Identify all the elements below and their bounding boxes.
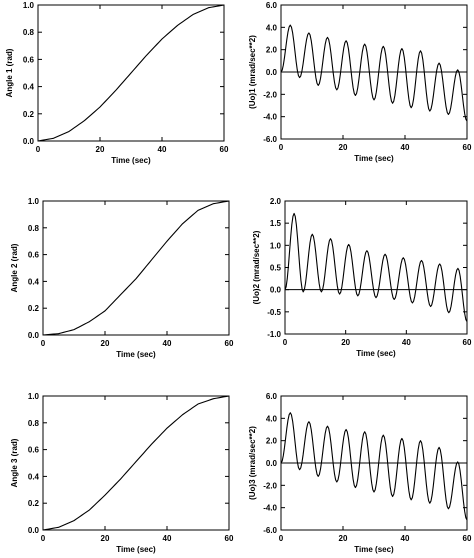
chart-5: 0.0 0.2 0.4 0.6 0.8 1.0 0 20 40 60 Time (sec) Angle… bbox=[10, 392, 234, 554]
plot-frame bbox=[37, 4, 225, 142]
x-tick-label: 40 bbox=[158, 145, 167, 154]
x-tick-label: 60 bbox=[463, 143, 472, 152]
plot-frame bbox=[42, 395, 230, 531]
x-tick-label: 40 bbox=[402, 338, 411, 347]
y-tick-label: 4.0 bbox=[266, 23, 278, 32]
y-tick-label: 0.2 bbox=[28, 499, 40, 508]
y-tick-label: 0.0 bbox=[23, 137, 35, 146]
y-tick-label: -0.5 bbox=[267, 308, 281, 317]
y-tick-label: 0.8 bbox=[28, 419, 40, 428]
x-tick-label: 60 bbox=[463, 534, 472, 543]
x-tick-label: 60 bbox=[220, 145, 229, 154]
y-tick-label: -2.0 bbox=[263, 481, 277, 490]
x-axis-label: Time (sec) bbox=[356, 349, 396, 358]
y-tick-label: 0.6 bbox=[23, 55, 35, 64]
x-tick-label: 20 bbox=[96, 145, 105, 154]
y-tick-label: 0.5 bbox=[270, 264, 282, 273]
y-tick-label: 0.6 bbox=[28, 251, 40, 260]
series-line bbox=[37, 4, 225, 142]
chart-4: -1.0 -0.5 0.0 0.5 1.0 1.5 2.0 0 20 40 60 Time (sec)… bbox=[252, 197, 472, 358]
y-tick-label: 1.0 bbox=[28, 197, 40, 206]
series-line bbox=[42, 200, 230, 336]
x-tick-label: 0 bbox=[41, 339, 46, 348]
x-tick-label: 0 bbox=[279, 534, 284, 543]
y-axis-label: (Uo)3 (mrad/sec**2) bbox=[248, 426, 257, 500]
y-tick-label: 0.4 bbox=[28, 277, 40, 286]
x-tick-label: 20 bbox=[339, 534, 348, 543]
y-tick-label: -1.0 bbox=[267, 330, 281, 339]
y-tick-label: 0.4 bbox=[23, 83, 35, 92]
y-tick-label: 0.0 bbox=[266, 68, 278, 77]
y-tick-label: -4.0 bbox=[263, 113, 277, 122]
chart-2: -6.0 -4.0 -2.0 0.0 2.0 4.0 6.0 0 20 40 60 Time (sec… bbox=[248, 1, 472, 163]
x-tick-label: 20 bbox=[101, 339, 110, 348]
y-tick-label: 0.4 bbox=[28, 472, 40, 481]
y-tick-label: 0.0 bbox=[266, 459, 278, 468]
y-axis-label: Angle 3 (rad) bbox=[10, 438, 19, 487]
x-tick-label: 0 bbox=[41, 534, 46, 543]
y-tick-label: 0.8 bbox=[23, 28, 35, 37]
y-tick-label: -2.0 bbox=[263, 90, 277, 99]
chart-3: 0.0 0.2 0.4 0.6 0.8 1.0 0 20 40 60 Time (sec) Angle… bbox=[10, 197, 234, 359]
x-tick-label: 40 bbox=[401, 534, 410, 543]
x-tick-label: 60 bbox=[225, 339, 234, 348]
x-axis-label: Time (sec) bbox=[111, 156, 151, 165]
y-tick-label: 1.0 bbox=[23, 1, 35, 10]
x-axis-label: Time (sec) bbox=[354, 545, 394, 554]
y-tick-label: 2.0 bbox=[266, 46, 278, 55]
y-tick-label: 6.0 bbox=[266, 1, 278, 10]
series-line bbox=[280, 24, 468, 122]
x-tick-label: 40 bbox=[401, 143, 410, 152]
y-tick-label: -6.0 bbox=[263, 526, 277, 535]
x-tick-label: 40 bbox=[163, 339, 172, 348]
y-axis-label: Angle 1 (rad) bbox=[5, 48, 14, 97]
y-tick-label: 1.5 bbox=[270, 219, 282, 228]
x-axis-label: Time (sec) bbox=[354, 154, 394, 163]
y-tick-label: 6.0 bbox=[266, 392, 278, 401]
x-tick-label: 60 bbox=[463, 338, 472, 347]
plot-frame bbox=[42, 200, 230, 336]
y-tick-label: 4.0 bbox=[266, 414, 278, 423]
y-axis-label: (Uo)1 (mrad/sec**2) bbox=[248, 35, 257, 109]
x-axis-label: Time (sec) bbox=[116, 545, 156, 554]
x-tick-label: 0 bbox=[36, 145, 41, 154]
x-tick-label: 20 bbox=[339, 143, 348, 152]
y-tick-label: 0.0 bbox=[270, 286, 282, 295]
x-tick-label: 0 bbox=[279, 143, 284, 152]
series-line bbox=[284, 212, 468, 322]
x-tick-label: 20 bbox=[341, 338, 350, 347]
x-tick-label: 20 bbox=[101, 534, 110, 543]
y-tick-label: 1.0 bbox=[270, 241, 282, 250]
y-tick-label: 0.6 bbox=[28, 446, 40, 455]
y-tick-label: 2.0 bbox=[266, 437, 278, 446]
x-axis-label: Time (sec) bbox=[116, 350, 156, 359]
x-tick-label: 0 bbox=[283, 338, 288, 347]
y-axis-label: (Uo)2 (mrad/sec**2) bbox=[252, 230, 261, 304]
y-tick-label: -4.0 bbox=[263, 504, 277, 513]
series-line bbox=[42, 395, 230, 531]
y-tick-label: 0.2 bbox=[23, 110, 35, 119]
y-axis-label: Angle 2 (rad) bbox=[10, 243, 19, 292]
chart-1: 0.0 0.2 0.4 0.6 0.8 1.0 0 20 40 60 Time (sec) Angle… bbox=[5, 1, 229, 165]
chart-6: -6.0 -4.0 -2.0 0.0 2.0 4.0 6.0 0 20 40 60 Time (sec… bbox=[248, 392, 472, 554]
y-tick-label: 0.2 bbox=[28, 304, 40, 313]
y-tick-label: 0.0 bbox=[28, 526, 40, 535]
series-line bbox=[280, 412, 468, 521]
y-tick-label: -6.0 bbox=[263, 135, 277, 144]
y-tick-label: 2.0 bbox=[270, 197, 282, 206]
x-tick-label: 60 bbox=[225, 534, 234, 543]
y-tick-label: 0.8 bbox=[28, 224, 40, 233]
plot-frame bbox=[284, 200, 468, 335]
y-tick-label: 1.0 bbox=[28, 392, 40, 401]
y-tick-label: 0.0 bbox=[28, 331, 40, 340]
x-tick-label: 40 bbox=[163, 534, 172, 543]
